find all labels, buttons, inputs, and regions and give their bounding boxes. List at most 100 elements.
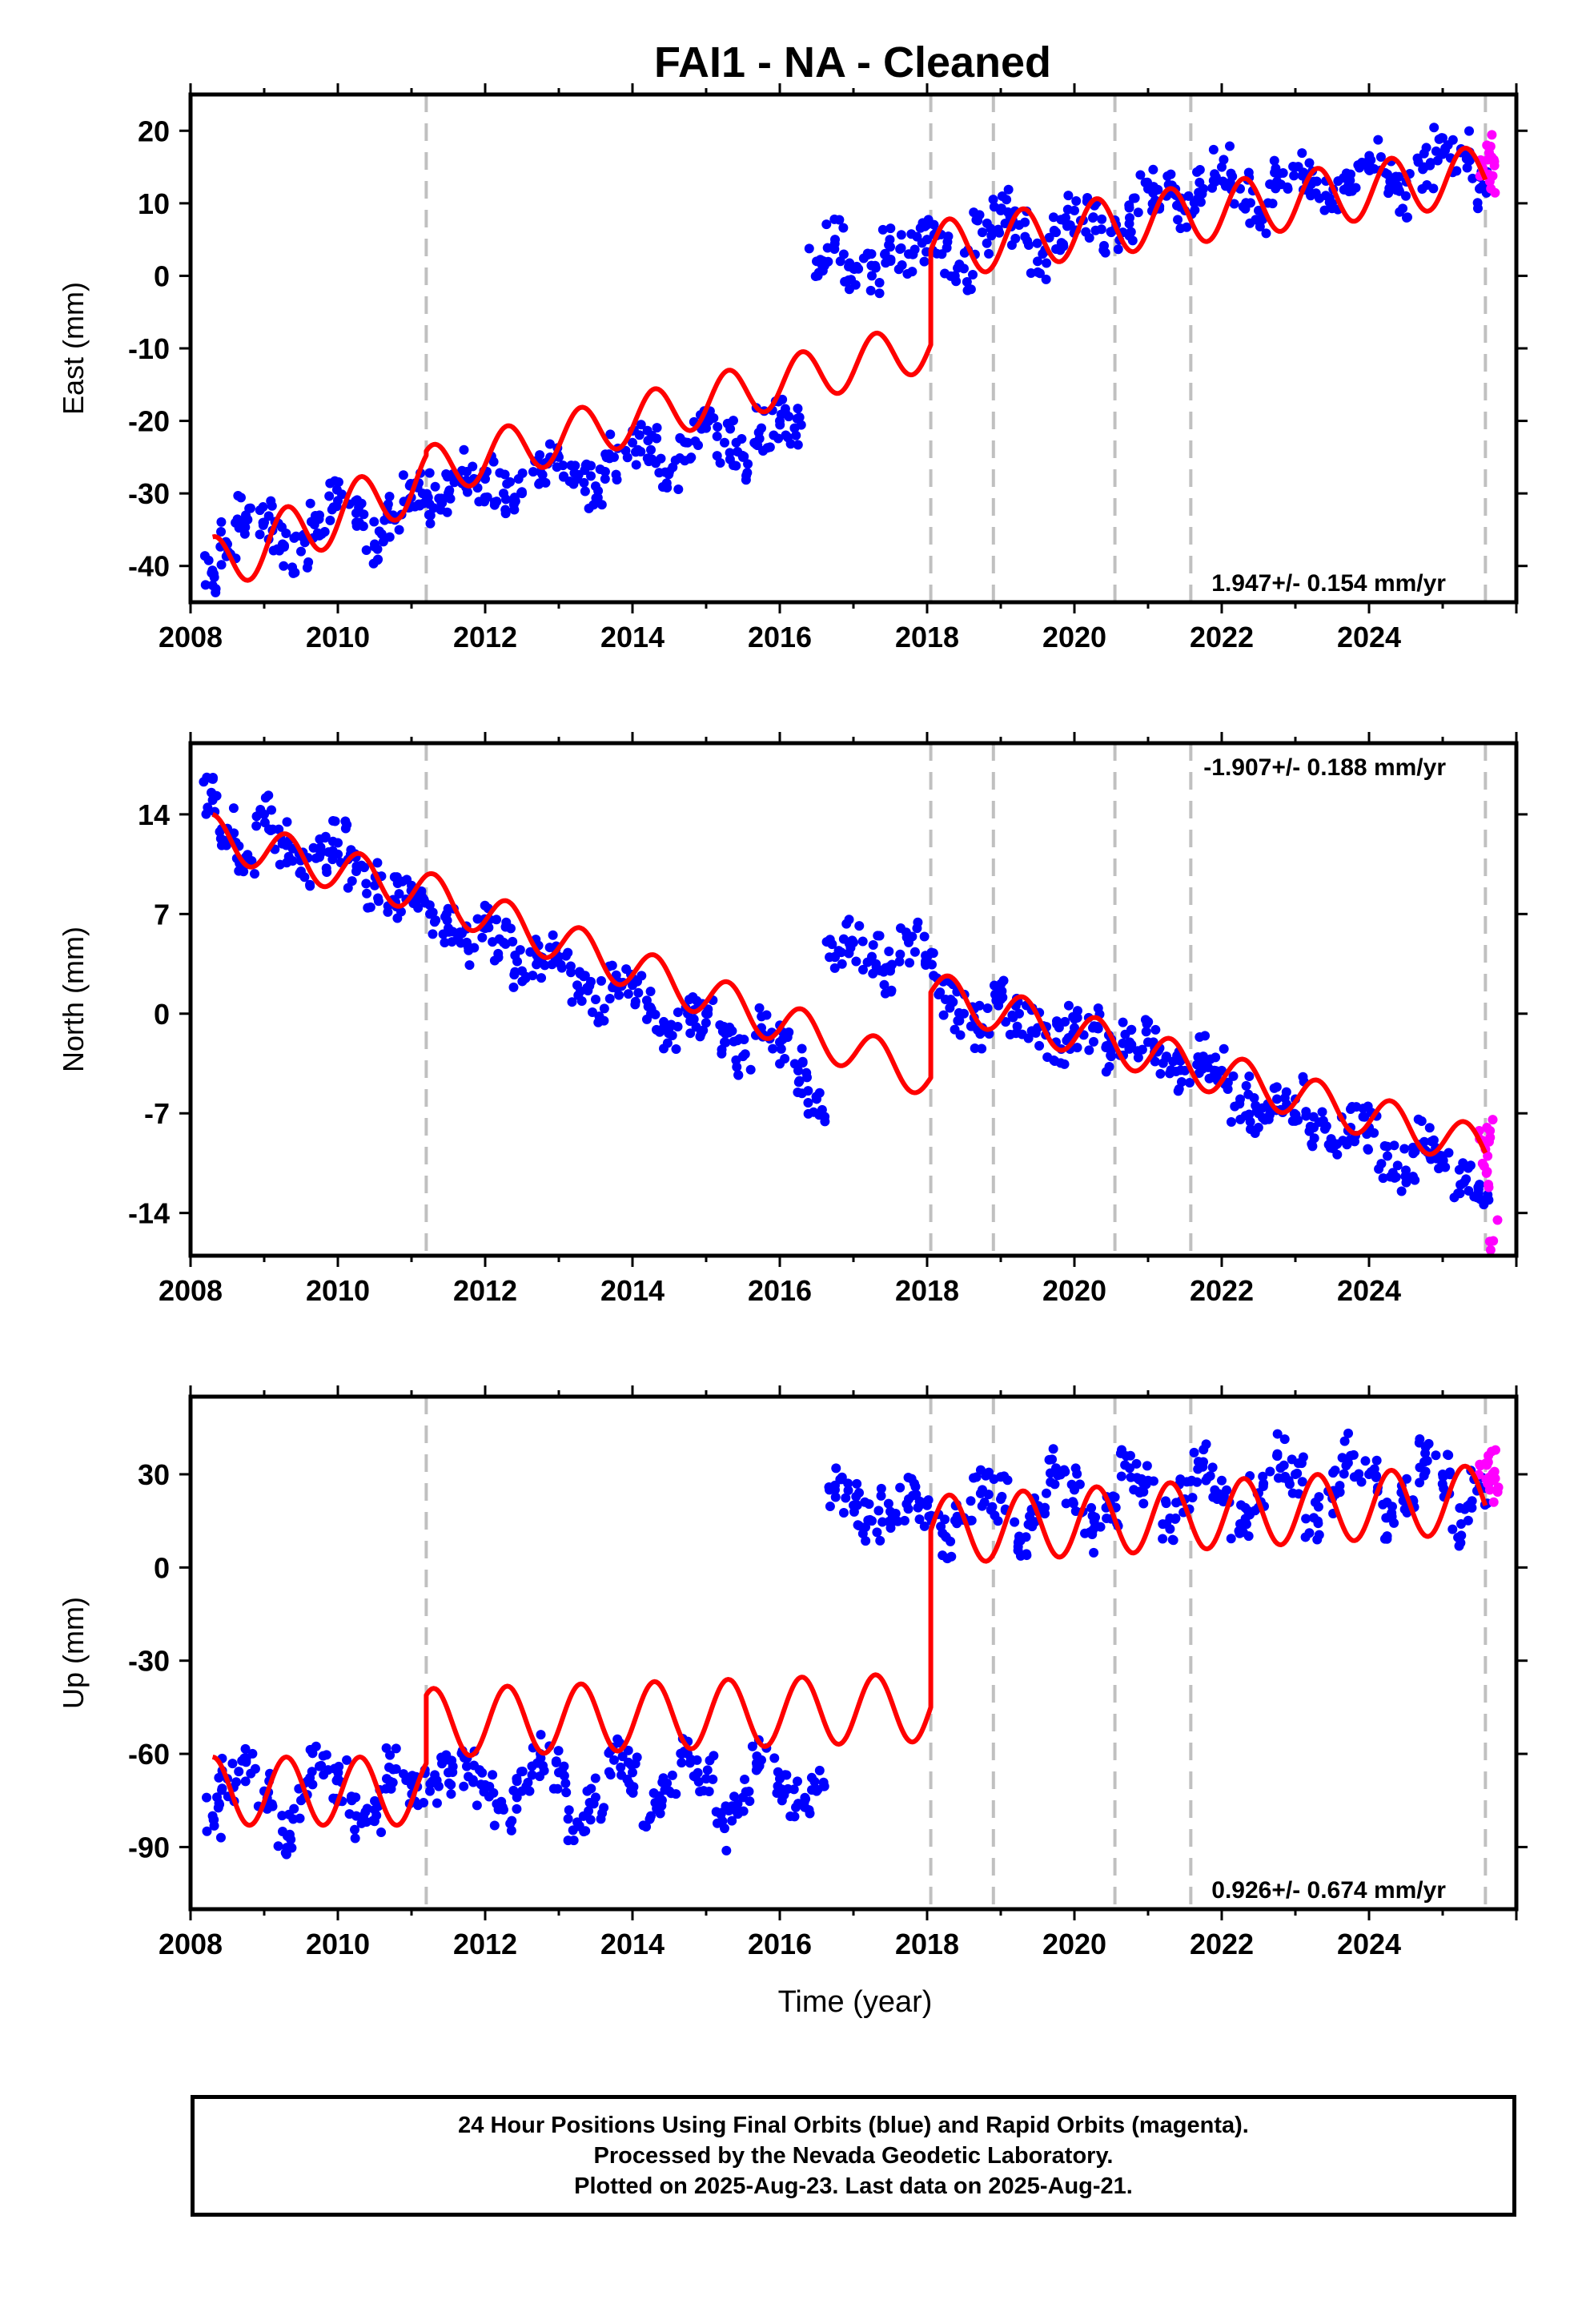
data-point xyxy=(1382,1534,1392,1544)
data-point xyxy=(884,947,894,957)
rapid-orbit-points xyxy=(1474,1445,1504,1507)
data-point xyxy=(899,1515,909,1526)
data-point xyxy=(837,959,847,969)
data-point xyxy=(398,470,408,480)
data-point xyxy=(1459,1177,1469,1188)
data-point xyxy=(1241,1080,1251,1091)
data-point xyxy=(1042,1488,1052,1498)
data-point xyxy=(914,1496,925,1506)
data-point xyxy=(579,477,589,488)
data-point xyxy=(1042,1052,1053,1063)
data-point xyxy=(1218,1497,1228,1507)
data-point xyxy=(370,1795,380,1806)
data-point xyxy=(740,1049,750,1059)
data-point xyxy=(428,907,438,918)
data-point xyxy=(235,493,246,503)
data-point xyxy=(319,1770,329,1780)
data-point xyxy=(1298,1072,1308,1082)
data-point xyxy=(327,836,338,846)
data-point xyxy=(754,1761,765,1771)
x-tick-label: 2016 xyxy=(748,1274,812,1307)
data-point xyxy=(987,1502,998,1512)
data-point xyxy=(913,917,923,927)
data-point xyxy=(1106,1050,1116,1060)
data-point xyxy=(1392,1160,1403,1171)
data-point xyxy=(762,443,773,453)
data-point xyxy=(1192,167,1203,177)
plot-area xyxy=(199,743,1503,1256)
data-point xyxy=(845,937,856,947)
data-point xyxy=(857,1529,868,1539)
data-point xyxy=(997,191,1007,201)
data-point xyxy=(381,1783,391,1794)
data-point xyxy=(1058,239,1069,249)
data-point xyxy=(1005,1029,1015,1039)
data-point xyxy=(797,1056,808,1067)
data-point xyxy=(1481,1168,1492,1178)
data-point xyxy=(381,1774,391,1784)
data-point xyxy=(384,492,395,502)
data-point xyxy=(585,1815,596,1825)
data-point xyxy=(559,1771,569,1781)
data-point xyxy=(1371,1470,1382,1481)
data-point xyxy=(365,902,375,912)
data-point xyxy=(793,1776,803,1787)
data-point xyxy=(1275,1463,1286,1474)
data-point xyxy=(1013,1542,1023,1552)
data-point xyxy=(667,1770,677,1780)
data-point xyxy=(484,1791,494,1802)
data-point xyxy=(876,1483,886,1494)
x-tick-label: 2020 xyxy=(1042,1928,1106,1960)
x-tick-label: 2014 xyxy=(600,621,665,653)
data-point xyxy=(953,1015,963,1026)
data-point xyxy=(955,1030,966,1040)
data-point xyxy=(325,515,335,525)
data-point xyxy=(436,493,447,504)
data-point xyxy=(1195,197,1206,207)
data-point xyxy=(1434,134,1444,144)
data-point xyxy=(551,1756,561,1767)
data-point xyxy=(1020,217,1030,227)
data-point xyxy=(727,1815,737,1826)
data-point xyxy=(612,1734,623,1744)
data-point xyxy=(342,1755,352,1765)
data-point xyxy=(1211,172,1221,183)
data-point xyxy=(1118,1017,1128,1027)
data-point xyxy=(1022,1550,1032,1561)
data-point xyxy=(561,1787,572,1798)
data-point xyxy=(255,505,265,516)
data-point xyxy=(1432,155,1443,166)
data-point xyxy=(954,1007,964,1018)
data-point xyxy=(600,449,611,460)
data-point xyxy=(1170,1066,1181,1076)
data-point xyxy=(1477,183,1488,193)
data-point xyxy=(622,1774,632,1784)
data-point xyxy=(1148,164,1158,175)
data-point xyxy=(288,568,299,578)
data-point xyxy=(477,932,488,943)
data-point xyxy=(492,915,502,925)
data-point xyxy=(650,1009,661,1019)
data-point xyxy=(853,1520,863,1530)
data-point xyxy=(1264,1110,1275,1120)
data-point xyxy=(394,889,404,899)
data-point xyxy=(851,1491,861,1502)
data-point xyxy=(617,1751,628,1762)
x-tick-label: 2008 xyxy=(159,1928,223,1960)
data-point xyxy=(633,987,644,998)
data-point xyxy=(1369,1128,1379,1138)
data-point xyxy=(1382,1141,1392,1152)
data-point xyxy=(1420,1466,1431,1477)
data-point xyxy=(1184,1077,1195,1088)
data-point xyxy=(358,521,368,532)
data-point xyxy=(1442,1449,1452,1460)
data-point xyxy=(239,529,250,539)
data-point xyxy=(1068,1498,1078,1509)
data-point xyxy=(731,460,741,471)
data-point xyxy=(376,529,387,539)
data-point xyxy=(742,468,753,478)
data-point xyxy=(737,433,747,444)
data-point xyxy=(1195,177,1205,187)
data-point xyxy=(840,276,850,287)
data-point xyxy=(1099,240,1110,251)
